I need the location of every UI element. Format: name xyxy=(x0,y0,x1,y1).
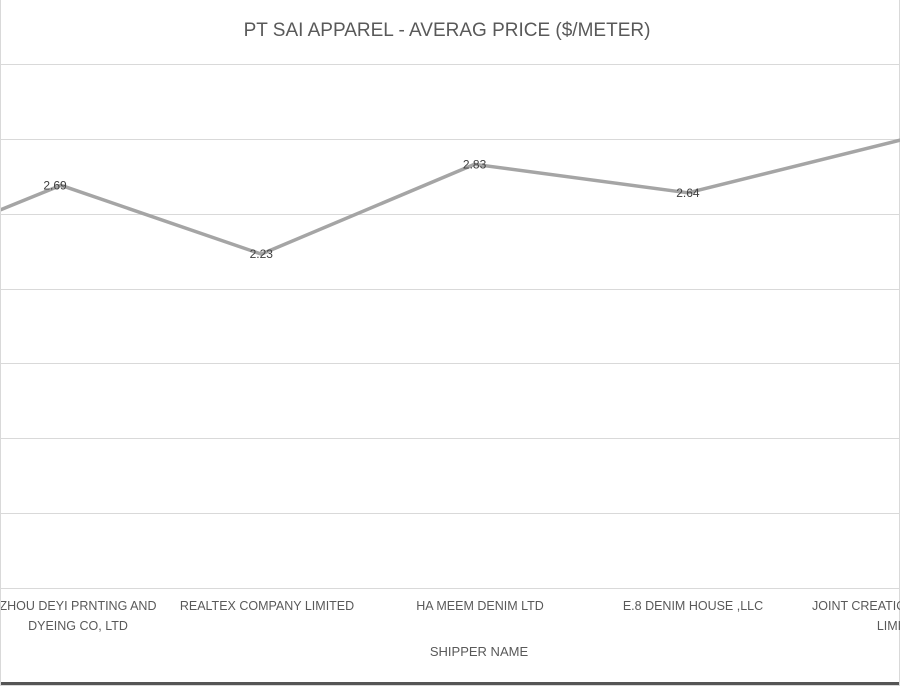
x-axis-tick-labels: ZHOU DEYI PRNTING AND DYEING CO, LTD REALT… xyxy=(1,599,900,633)
data-labels: 2.692.232.832.643. xyxy=(43,157,700,261)
data-label: 2.23 xyxy=(250,247,274,261)
data-label: 2.69 xyxy=(43,178,67,192)
x-tick-label: ZHOU DEYI PRNTING AND DYEING CO, LTD xyxy=(1,599,156,633)
x-tick-label: JOINT CREATIO LIMI xyxy=(812,599,900,633)
x-tick-label: REALTEX COMPANY LIMITED xyxy=(180,599,354,613)
gridlines xyxy=(1,64,900,589)
series-line-average-price xyxy=(1,138,900,256)
x-axis-title: SHIPPER NAME xyxy=(430,644,529,659)
x-tick-label: HA MEEM DENIM LTD xyxy=(416,599,544,613)
chart-title: PT SAI APPAREL - AVERAG PRICE ($/METER) xyxy=(244,20,651,41)
x-tick-label: E.8 DENIM HOUSE ,LLC xyxy=(623,599,763,613)
data-label: 2.83 xyxy=(463,157,487,171)
data-label: 2.64 xyxy=(676,186,700,200)
